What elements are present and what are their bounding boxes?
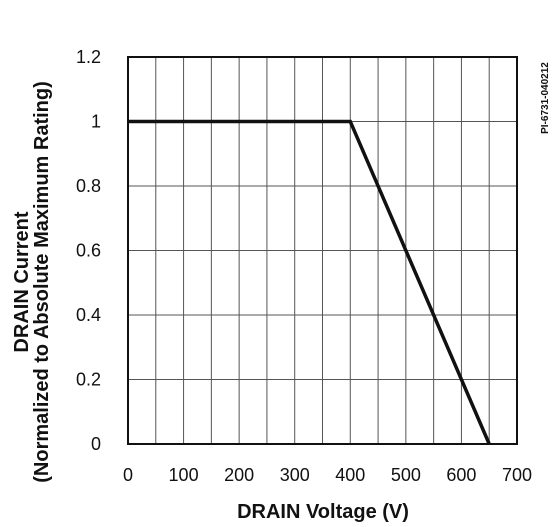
y-tick-label: 1 <box>91 112 101 132</box>
x-tick-label: 700 <box>502 465 532 485</box>
grid-lines <box>128 57 517 444</box>
y-tick-label: 0.4 <box>76 305 101 325</box>
y-axis-title-line2: (Normalized to Absolute Maximum Rating) <box>31 81 53 483</box>
x-tick-label: 500 <box>391 465 421 485</box>
plot-frame <box>127 56 518 445</box>
series-group <box>128 119 491 445</box>
figure-id-text: PI-6731-040212 <box>540 62 551 134</box>
x-tick-label: 200 <box>224 465 254 485</box>
series-line <box>128 119 491 445</box>
y-tick-label: 1.2 <box>76 47 101 67</box>
figure-id-note: PI-6731-040212 <box>540 62 551 134</box>
y-tick-label: 0.8 <box>76 176 101 196</box>
x-tick-label: 400 <box>335 465 365 485</box>
y-axis-title-line1: DRAIN Current <box>11 211 33 352</box>
x-tick-label: 100 <box>169 465 199 485</box>
x-tick-label: 0 <box>123 465 133 485</box>
y-tick-label: 0 <box>91 434 101 454</box>
x-tick-label: 300 <box>280 465 310 485</box>
y-tick-label: 0.6 <box>76 241 101 261</box>
x-axis-title: DRAIN Voltage (V) <box>237 501 409 523</box>
x-tick-label: 600 <box>446 465 476 485</box>
y-axis-title: DRAIN Current (Normalized to Absolute Ma… <box>11 81 53 483</box>
y-tick-labels: 0 0.2 0.4 0.6 0.8 1 1.2 <box>76 47 101 454</box>
x-tick-labels: 0 100 200 300 400 500 600 700 <box>123 465 532 485</box>
y-tick-label: 0.2 <box>76 370 101 390</box>
